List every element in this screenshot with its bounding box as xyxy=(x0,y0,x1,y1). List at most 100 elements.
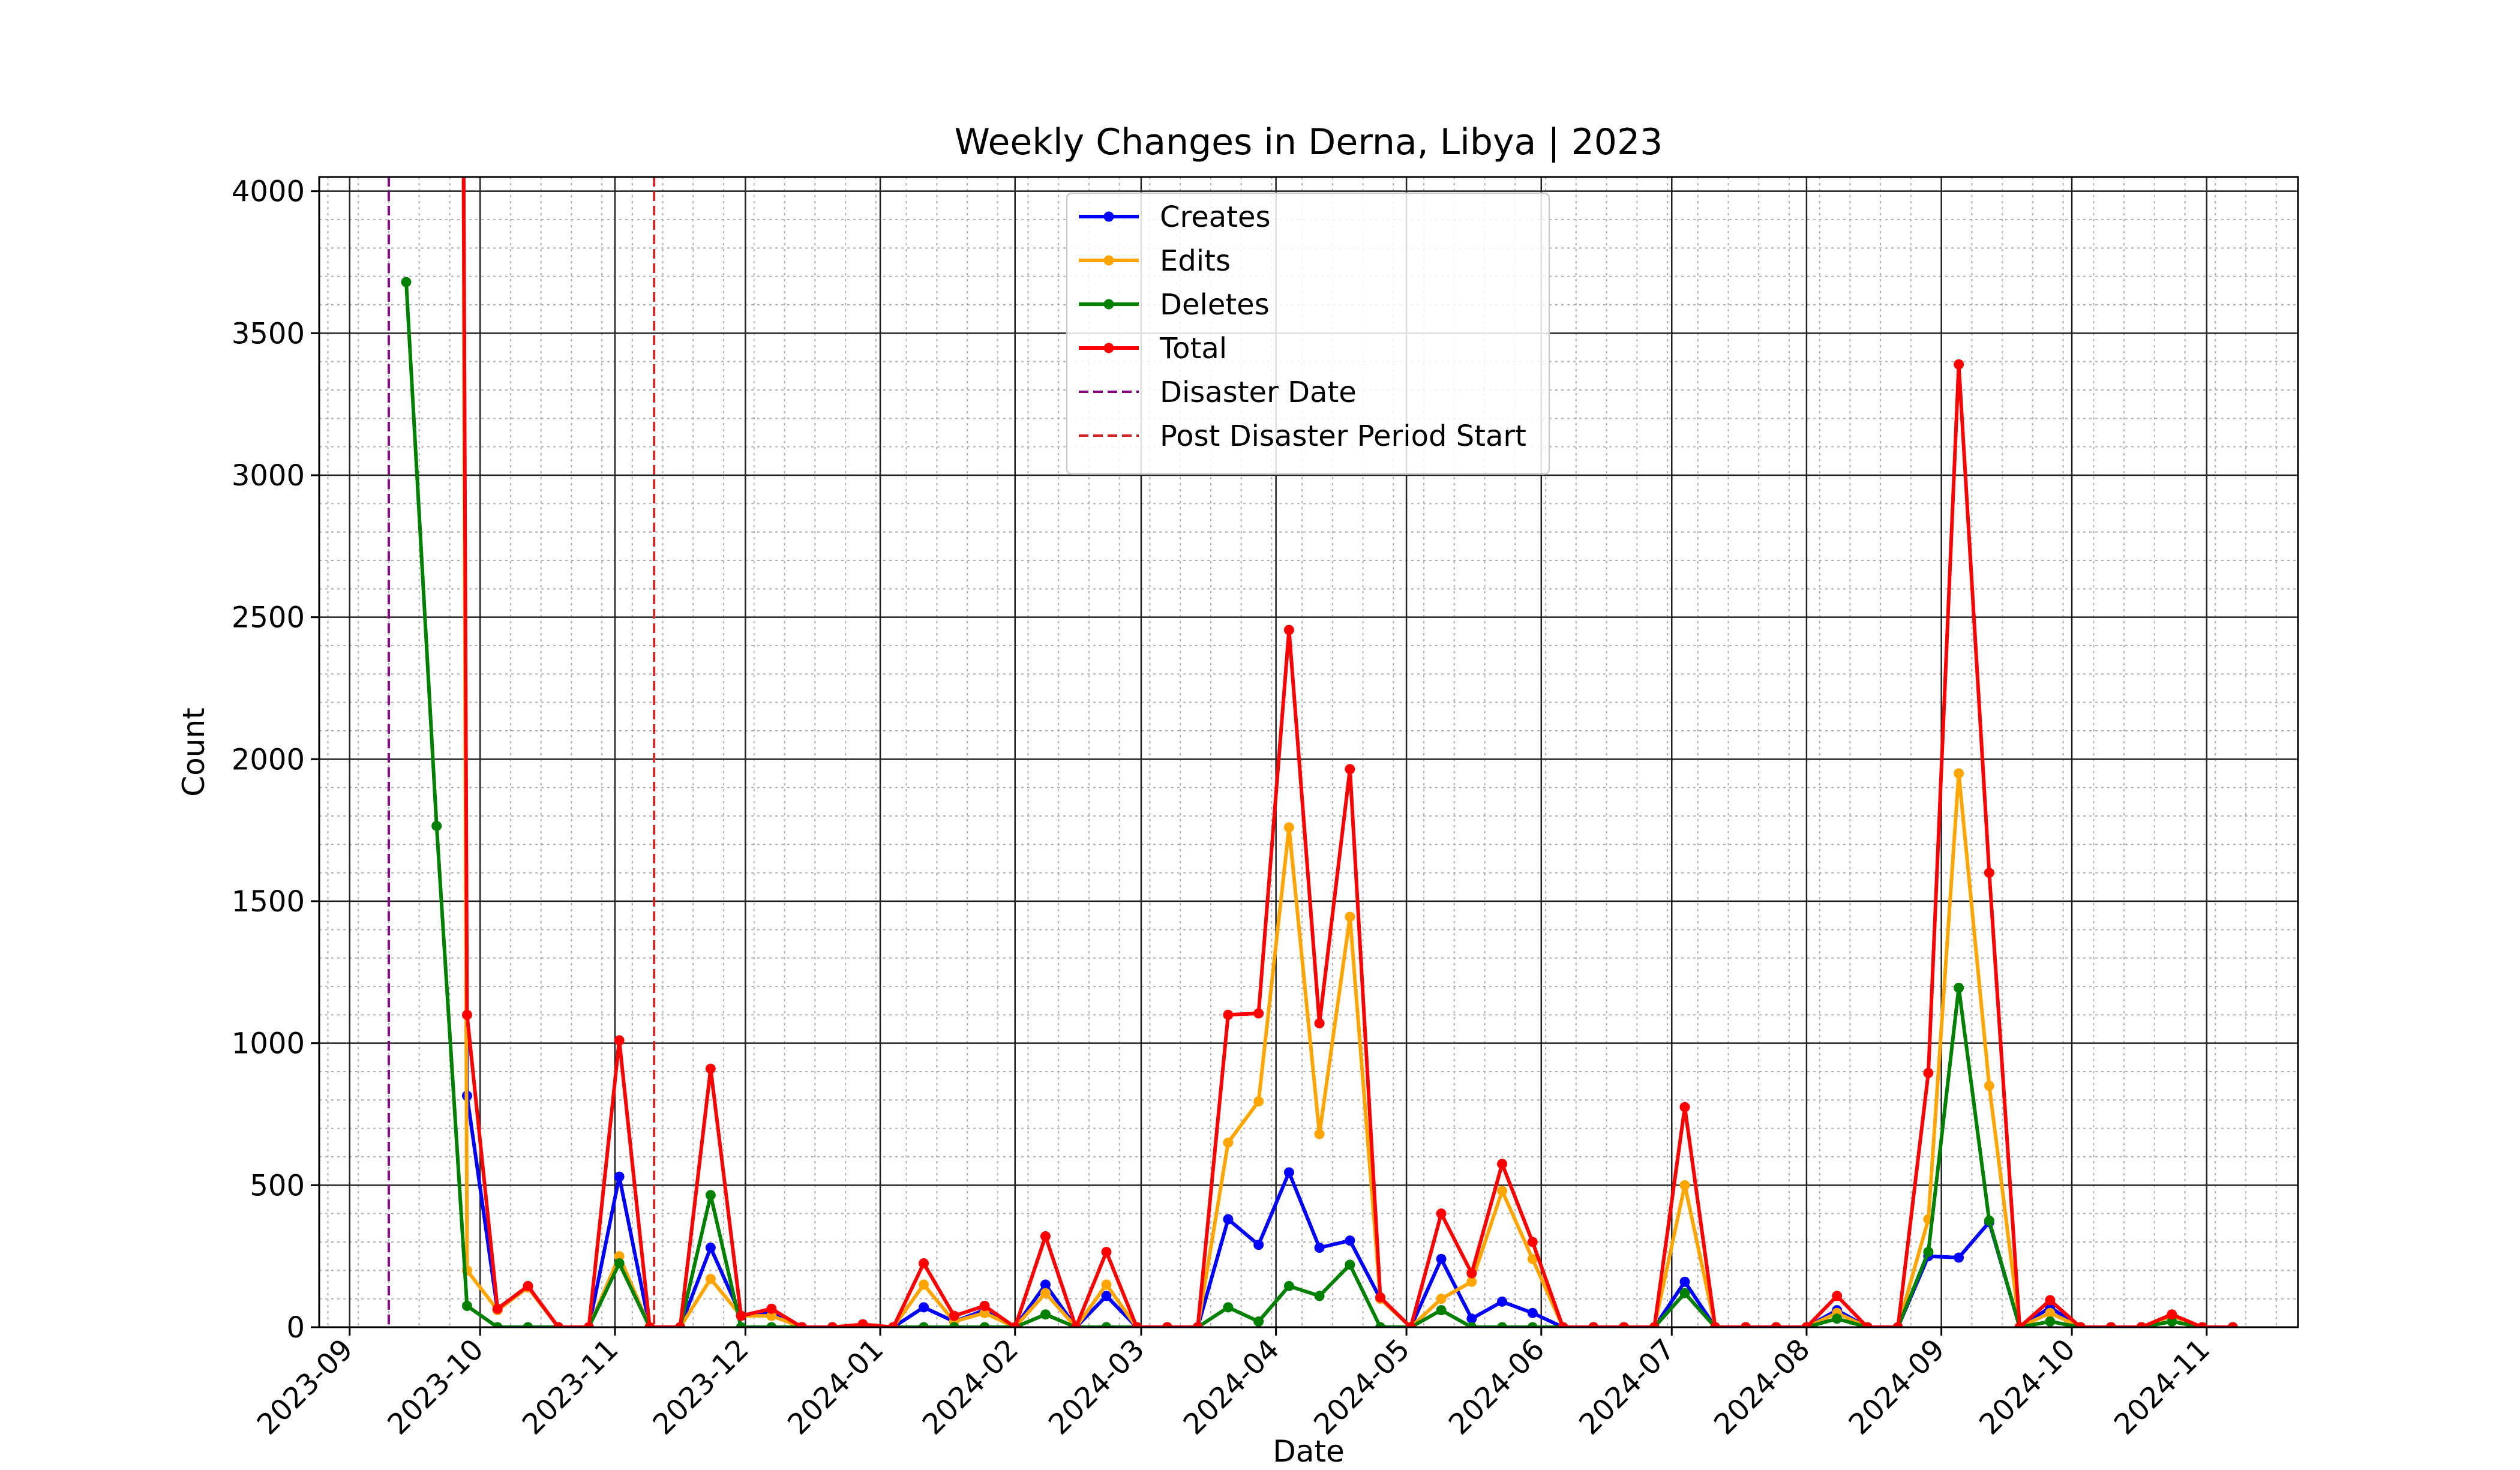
point-total xyxy=(827,1322,838,1327)
point-deletes xyxy=(1527,1322,1538,1327)
point-edits xyxy=(1223,1137,1234,1148)
point-total xyxy=(2197,1322,2208,1327)
point-creates xyxy=(1954,1252,1964,1263)
point-deletes xyxy=(1832,1313,1843,1324)
point-total xyxy=(1892,1322,1903,1327)
point-deletes xyxy=(1040,1309,1051,1320)
point-edits xyxy=(919,1279,929,1290)
point-edits xyxy=(2045,1307,2056,1318)
point-creates xyxy=(1436,1253,1447,1264)
point-edits xyxy=(1253,1096,1264,1107)
point-total xyxy=(2105,1322,2116,1327)
point-total xyxy=(2136,1322,2147,1327)
point-total xyxy=(1954,359,1964,370)
point-edits xyxy=(1345,911,1355,922)
legend-marker xyxy=(1103,211,1114,222)
legend-label: Post Disaster Period Start xyxy=(1160,419,1526,453)
point-deletes xyxy=(1283,1280,1294,1291)
point-deletes xyxy=(736,1322,746,1327)
point-edits xyxy=(1436,1294,1447,1304)
y-tick-label: 1000 xyxy=(232,1027,305,1061)
point-total xyxy=(2045,1295,2056,1306)
point-deletes xyxy=(614,1258,625,1268)
point-total xyxy=(1984,868,1994,878)
point-edits xyxy=(1101,1279,1112,1290)
point-total xyxy=(492,1303,503,1314)
point-total xyxy=(1832,1291,1843,1301)
point-creates xyxy=(1345,1235,1355,1246)
point-total xyxy=(1405,1322,1416,1327)
point-total xyxy=(1040,1231,1051,1242)
plot-frame xyxy=(318,176,2299,1328)
legend-entry-edits: Edits xyxy=(1079,244,1231,278)
point-deletes xyxy=(1466,1322,1477,1327)
point-creates xyxy=(1497,1296,1508,1307)
point-total xyxy=(2014,1322,2025,1327)
point-total xyxy=(675,1322,686,1327)
point-total xyxy=(2227,1322,2238,1327)
event-lines xyxy=(387,177,656,1327)
point-creates xyxy=(1223,1214,1234,1225)
legend-marker xyxy=(1103,299,1114,310)
point-total xyxy=(614,1035,625,1046)
legend-label: Creates xyxy=(1160,200,1271,234)
point-total xyxy=(1740,1322,1751,1327)
point-deletes xyxy=(1314,1291,1325,1301)
point-total xyxy=(1101,1247,1112,1258)
point-total xyxy=(1375,1292,1386,1303)
point-total xyxy=(949,1310,959,1321)
point-deletes xyxy=(1954,982,1964,993)
legend-entry-total: Total xyxy=(1079,332,1227,365)
point-edits xyxy=(766,1310,777,1321)
legend-entry-post-disaster-period-start: Post Disaster Period Start xyxy=(1079,419,1526,453)
point-deletes xyxy=(1679,1288,1690,1298)
legend-label: Edits xyxy=(1160,244,1231,278)
legend-entry-creates: Creates xyxy=(1079,200,1271,234)
point-total xyxy=(979,1301,990,1311)
point-edits xyxy=(1679,1180,1690,1190)
point-deletes xyxy=(1101,1322,1112,1327)
point-total xyxy=(2167,1309,2177,1320)
y-tick-label: 4000 xyxy=(232,175,305,209)
point-creates xyxy=(1253,1240,1264,1250)
point-total xyxy=(2075,1322,2086,1327)
y-tick-label: 2000 xyxy=(232,743,305,776)
point-total xyxy=(1314,1018,1325,1029)
point-deletes xyxy=(1223,1302,1234,1313)
point-total xyxy=(1345,764,1355,775)
point-deletes xyxy=(919,1322,929,1327)
point-creates xyxy=(1314,1242,1325,1253)
y-tick-label: 0 xyxy=(286,1311,305,1345)
point-creates xyxy=(919,1302,929,1313)
point-deletes xyxy=(705,1190,716,1201)
point-total xyxy=(1527,1237,1538,1247)
point-creates xyxy=(1466,1313,1477,1324)
point-total xyxy=(1253,1008,1264,1019)
point-deletes xyxy=(1436,1305,1447,1316)
point-creates xyxy=(1679,1276,1690,1287)
point-total xyxy=(1162,1322,1172,1327)
point-total xyxy=(888,1322,899,1327)
chart-title: Weekly Changes in Derna, Libya | 2023 xyxy=(955,121,1663,163)
point-total xyxy=(1558,1322,1568,1327)
legend-label: Deletes xyxy=(1160,288,1270,322)
point-total xyxy=(1070,1322,1081,1327)
series-total xyxy=(461,177,2238,1327)
point-edits xyxy=(1954,768,1964,779)
point-total xyxy=(857,1319,868,1327)
point-total xyxy=(705,1063,716,1074)
point-creates xyxy=(1283,1167,1294,1178)
point-deletes xyxy=(949,1322,959,1327)
point-deletes xyxy=(979,1322,990,1327)
y-axis-ticks: 0 500 1000 1500 2000 2500 3000 3500 4000 xyxy=(232,175,319,1345)
y-tick-label: 1500 xyxy=(232,885,305,919)
point-deletes xyxy=(431,821,442,832)
point-deletes xyxy=(2045,1316,2056,1327)
point-edits xyxy=(1040,1288,1051,1298)
point-total xyxy=(1679,1102,1690,1112)
plot-area xyxy=(401,177,2238,1327)
series-layer xyxy=(401,177,2238,1327)
legend-entry-disaster-date: Disaster Date xyxy=(1079,376,1357,409)
point-total xyxy=(1010,1322,1021,1327)
